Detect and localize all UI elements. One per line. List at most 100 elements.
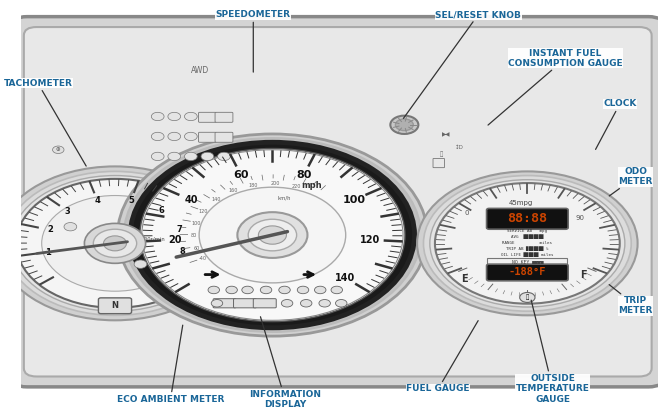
Text: NO KEY ■■■■: NO KEY ■■■■ — [511, 260, 543, 265]
Text: 1: 1 — [45, 248, 51, 257]
FancyBboxPatch shape — [213, 299, 236, 308]
Text: 3: 3 — [65, 207, 70, 216]
Text: FUEL GAUGE: FUEL GAUGE — [407, 321, 478, 394]
FancyBboxPatch shape — [486, 264, 568, 281]
Text: 8: 8 — [179, 247, 185, 255]
Text: 80: 80 — [191, 233, 197, 238]
FancyBboxPatch shape — [11, 17, 658, 387]
Text: 40: 40 — [184, 195, 198, 205]
Text: 🔧: 🔧 — [440, 151, 443, 157]
Text: ODO
METER: ODO METER — [609, 167, 653, 196]
Text: E: E — [461, 274, 468, 284]
Circle shape — [184, 132, 197, 141]
Text: INSTANT FUEL
CONSUMPTION GAUGE: INSTANT FUEL CONSUMPTION GAUGE — [488, 49, 623, 125]
Text: OUTSIDE
TEMPERATURE
GAUGE: OUTSIDE TEMPERATURE GAUGE — [516, 300, 590, 404]
Text: RANGE          miles: RANGE miles — [502, 240, 552, 245]
Text: 120: 120 — [199, 208, 208, 213]
Circle shape — [11, 176, 219, 311]
Circle shape — [124, 138, 421, 332]
Text: ▶◀: ▶◀ — [442, 133, 451, 138]
Circle shape — [417, 171, 638, 315]
Circle shape — [435, 183, 620, 304]
Text: INFORMATION
DISPLAY: INFORMATION DISPLAY — [249, 317, 321, 409]
Circle shape — [53, 146, 64, 154]
Circle shape — [315, 286, 326, 294]
Text: 2: 2 — [47, 225, 53, 235]
FancyBboxPatch shape — [215, 132, 233, 142]
Circle shape — [16, 179, 214, 308]
Text: 20: 20 — [168, 235, 182, 245]
Text: -188°F: -188°F — [509, 267, 546, 277]
Text: 7: 7 — [177, 225, 182, 233]
Text: AWD: AWD — [191, 66, 209, 75]
Text: AVG  ████████: AVG ████████ — [511, 234, 544, 239]
Circle shape — [319, 300, 330, 307]
Circle shape — [184, 112, 197, 121]
FancyBboxPatch shape — [433, 158, 445, 168]
Text: -40: -40 — [199, 256, 207, 261]
Circle shape — [395, 119, 413, 131]
Circle shape — [297, 286, 309, 294]
Circle shape — [520, 292, 535, 302]
Text: N: N — [111, 301, 118, 310]
FancyBboxPatch shape — [99, 298, 132, 314]
FancyBboxPatch shape — [253, 299, 276, 308]
Text: 80: 80 — [296, 170, 312, 180]
Text: 90: 90 — [575, 215, 584, 221]
Circle shape — [5, 171, 225, 315]
Text: 5: 5 — [128, 196, 134, 205]
Text: TRIP
METER: TRIP METER — [609, 285, 653, 315]
Circle shape — [41, 196, 188, 291]
Text: SEL/RESET KNOB: SEL/RESET KNOB — [403, 10, 521, 119]
Circle shape — [168, 112, 181, 121]
Circle shape — [151, 132, 164, 141]
Circle shape — [151, 112, 164, 121]
Text: ⊕: ⊕ — [56, 147, 61, 152]
Circle shape — [199, 187, 345, 283]
Text: ⛽: ⛽ — [526, 295, 529, 300]
FancyBboxPatch shape — [487, 258, 567, 266]
FancyBboxPatch shape — [199, 132, 216, 142]
Text: 140: 140 — [211, 197, 220, 202]
Text: 200: 200 — [270, 181, 280, 186]
Text: 6: 6 — [158, 206, 164, 215]
Circle shape — [168, 152, 181, 161]
Text: 60: 60 — [193, 246, 200, 251]
Text: SPEEDOMETER: SPEEDOMETER — [216, 10, 291, 72]
Circle shape — [331, 286, 343, 294]
Circle shape — [84, 223, 145, 263]
Text: 100: 100 — [191, 221, 201, 226]
Circle shape — [242, 286, 253, 294]
Circle shape — [259, 226, 286, 244]
Text: km/h: km/h — [277, 195, 291, 200]
Circle shape — [168, 132, 181, 141]
Circle shape — [93, 229, 137, 258]
FancyBboxPatch shape — [234, 299, 257, 308]
Text: 220: 220 — [292, 184, 301, 189]
Text: 4: 4 — [94, 196, 100, 205]
Circle shape — [279, 286, 290, 294]
Circle shape — [134, 260, 147, 268]
Circle shape — [226, 286, 238, 294]
Circle shape — [211, 300, 222, 307]
Circle shape — [130, 142, 415, 328]
Text: 88:88: 88:88 — [507, 212, 547, 225]
Text: 0: 0 — [465, 210, 469, 216]
Circle shape — [301, 300, 312, 307]
Circle shape — [282, 300, 293, 307]
Circle shape — [238, 212, 307, 258]
Circle shape — [261, 286, 272, 294]
Text: TACHOMETER: TACHOMETER — [3, 79, 86, 166]
Circle shape — [336, 300, 347, 307]
Circle shape — [118, 134, 427, 336]
Text: CLOCK: CLOCK — [595, 99, 636, 149]
Text: mph: mph — [301, 181, 322, 191]
Text: SERVICE AB   mpg: SERVICE AB mpg — [507, 229, 547, 233]
Text: 45mpg: 45mpg — [509, 200, 533, 206]
Text: F: F — [580, 270, 587, 280]
Circle shape — [424, 176, 631, 311]
Text: 180: 180 — [249, 183, 258, 188]
Circle shape — [248, 219, 297, 251]
Circle shape — [430, 180, 625, 307]
Circle shape — [218, 152, 230, 161]
